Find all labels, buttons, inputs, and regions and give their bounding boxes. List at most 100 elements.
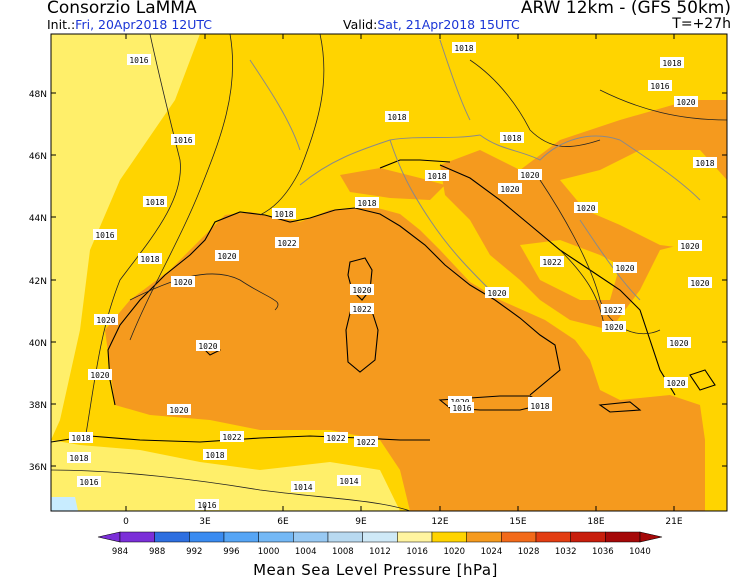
isobar-label: 1016 [450,402,474,413]
init-label: Init.: [47,17,76,32]
isobar-label: 1020 [171,276,195,287]
svg-text:1018: 1018 [145,198,164,207]
colorbar-segment [327,531,363,543]
lon-label: 6E [277,517,289,527]
isobar-label: 1020 [94,314,118,325]
isobar-label: 1020 [498,183,522,194]
isobar-label: 1020 [602,321,626,332]
isobar-label: 1022 [220,431,244,442]
south-balkan-land [520,240,620,300]
lat-label: 40N [29,339,47,349]
svg-text:1022: 1022 [277,239,296,248]
colorbar-segment [605,531,641,543]
colorbar-segment [570,531,606,543]
svg-text:1020: 1020 [669,339,688,348]
isobar-label: 1014 [291,481,315,492]
isobar-label: 1022 [540,256,564,267]
colorbar-label: 996 [223,547,239,557]
isobar-label: 1018 [143,196,167,207]
balkan-land [560,150,727,250]
isobar-label: 1020 [350,284,374,295]
isobar-label: 1020 [518,169,542,180]
svg-text:1022: 1022 [603,306,622,315]
svg-text:1020: 1020 [217,252,236,261]
svg-text:1020: 1020 [680,242,699,251]
lat-label: 48N [29,90,47,100]
svg-text:1018: 1018 [71,434,90,443]
field-1022-sea [105,206,705,511]
colorbar-label: 988 [149,547,165,557]
colorbar-segment [397,531,433,543]
colorbar-segment [223,531,259,543]
colorbar-label: 1004 [295,547,317,557]
svg-text:1016: 1016 [129,56,148,65]
colorbar-arrow-right [639,531,663,543]
svg-text:1016: 1016 [650,82,669,91]
isobar-label: 1018 [660,57,684,68]
svg-text:1020: 1020 [615,264,634,273]
svg-text:1018: 1018 [502,134,521,143]
field-1020-po [340,168,445,200]
isobar-label: 1018 [203,449,227,460]
svg-text:1020: 1020 [198,342,217,351]
svg-text:1022: 1022 [222,433,241,442]
colorbar-label: 1032 [555,547,577,557]
svg-text:1020: 1020 [676,98,695,107]
isobar-label: 1018 [385,111,409,122]
isobar-label: 1020 [674,96,698,107]
svg-text:1020: 1020 [96,316,115,325]
colorbar-segment [154,531,190,543]
colorbar-label: 1040 [629,547,651,557]
colorbar-label: 1016 [406,547,428,557]
valid-value: Sat, 21Apr2018 15UTC [377,17,520,32]
lat-label: 42N [29,277,47,287]
isobar-label: 1020 [688,277,712,288]
lon-label: 21E [665,517,682,527]
svg-text:1018: 1018 [454,44,473,53]
colorbar: 984 988 992 996 1000 1004 1008 1012 1016 1020 1024… [97,531,663,557]
colorbar-label: 1000 [258,547,280,557]
band-1016-west [51,34,200,440]
svg-text:1018: 1018 [274,210,293,219]
init-value: Fri, 20Apr2018 12UTC [75,17,213,32]
isobars [51,34,727,511]
svg-text:1018: 1018 [69,454,88,463]
colorbar-label: 1012 [369,547,391,557]
colorbar-segment [362,531,398,543]
svg-text:1018: 1018 [530,402,549,411]
svg-text:1014: 1014 [293,483,312,492]
colorbar-label: 1024 [481,547,503,557]
lat-label: 46N [29,152,47,162]
svg-text:1018: 1018 [205,451,224,460]
svg-text:1022: 1022 [542,258,561,267]
svg-text:1016: 1016 [197,501,216,510]
isobar-label: 1018 [528,400,552,411]
svg-text:1014: 1014 [339,477,358,486]
svg-text:1020: 1020 [520,171,539,180]
colorbar-segment [431,531,467,543]
colorbar-label: 992 [186,547,202,557]
isobar-label: 1020 [574,202,598,213]
svg-text:1020: 1020 [500,185,519,194]
isobar-label: 1016 [195,499,219,510]
svg-text:1022: 1022 [326,434,345,443]
svg-text:1018: 1018 [695,159,714,168]
isobar-label: 1018 [67,452,91,463]
isobar-label: 1022 [350,303,374,314]
colorbar-segment [258,531,294,543]
svg-text:1020: 1020 [352,286,371,295]
isobar-label: 1020 [664,377,688,388]
colorbar-segment [501,531,537,543]
svg-text:1020: 1020 [90,371,109,380]
colorbar-segment [293,531,329,543]
valid-time: Valid:Sat, 21Apr2018 15UTC [343,17,520,32]
isobar-labels: 1016 1018 1018 1016 1020 1018 1018 1016 1018 1018… [67,42,717,510]
colorbar-title: Mean Sea Level Pressure [hPa] [253,561,498,579]
svg-text:1020: 1020 [690,279,709,288]
svg-text:1018: 1018 [357,199,376,208]
isobar-label: 1016 [648,80,672,91]
lead-time: T=+27h [672,16,731,32]
colorbar-arrow-left [97,531,121,543]
lat-label: 38N [29,401,47,411]
